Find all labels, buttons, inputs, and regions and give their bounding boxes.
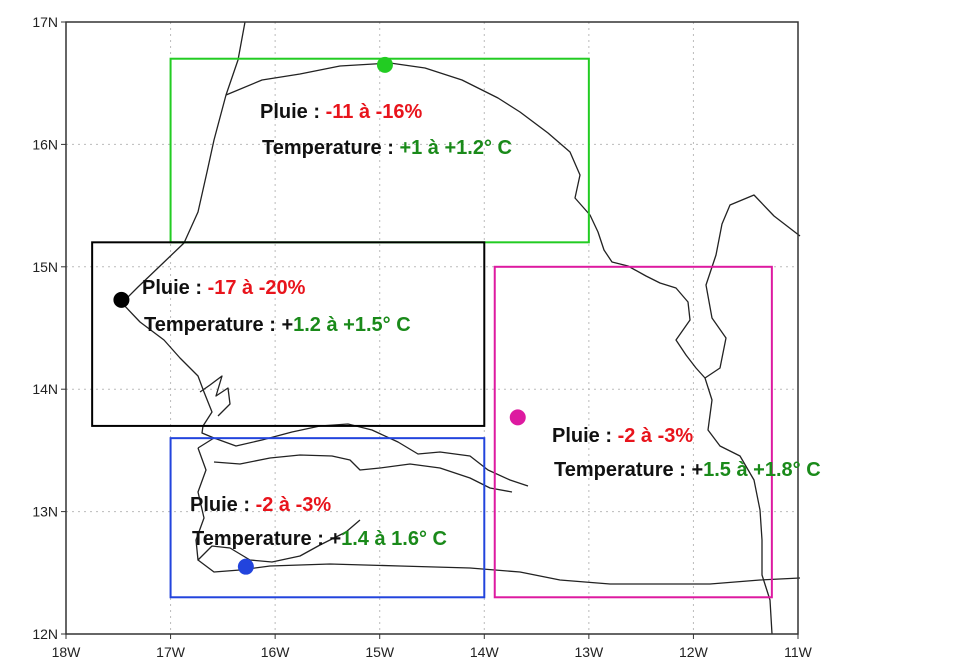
zones-layer: Pluie : -11 à -16% Temperature : +1 à +1.… bbox=[91, 56, 821, 599]
temperature-label: Temperature bbox=[262, 137, 382, 159]
temperature-line-north: Temperature : +1 à +1.2° C bbox=[262, 137, 512, 159]
temperature-line-east: Temperature : +1.5 à +1.8° C bbox=[554, 459, 821, 481]
rain-label: Pluie : bbox=[142, 277, 208, 299]
senegal-coastline-north bbox=[121, 21, 246, 449]
zone-west: Pluie : -17 à -20% Temperature : +1.2 à +… bbox=[91, 241, 486, 427]
x-tick-label: 16W bbox=[261, 644, 291, 660]
y-tick-label: 14N bbox=[32, 381, 58, 397]
casamance-coast bbox=[195, 447, 361, 563]
rain-label: Pluie : bbox=[260, 101, 326, 123]
axis-ticks: 18W 17W 16W 15W 14W 13W 12W 11W 12N 13N 14N 15N 16N 1… bbox=[32, 14, 812, 660]
rain-line-east: Pluie : -2 à -3% bbox=[552, 425, 693, 447]
y-tick-label: 16N bbox=[32, 136, 58, 152]
temperature-line-west: Temperature : +1.2 à +1.5° C bbox=[144, 314, 411, 336]
station-marker-south bbox=[237, 558, 254, 575]
station-marker-north bbox=[376, 56, 393, 73]
y-tick-label: 12N bbox=[32, 626, 58, 642]
rain-value: -11 à -16% bbox=[326, 101, 423, 123]
grid-lines bbox=[66, 22, 798, 634]
y-tick-label: 15N bbox=[32, 259, 58, 275]
temperature-label: Temperature bbox=[554, 459, 674, 481]
gambia-river bbox=[213, 454, 513, 493]
temperature-value: 1.2 à +1.5° C bbox=[293, 314, 411, 336]
southern-border bbox=[197, 559, 801, 585]
rain-label: Pluie : bbox=[190, 494, 256, 516]
rain-line-north: Pluie : -11 à -16% bbox=[260, 101, 423, 123]
rain-label: Pluie : bbox=[552, 425, 618, 447]
temperature-label: Temperature bbox=[192, 528, 312, 550]
gambia-north-bank bbox=[213, 423, 529, 487]
temperature-value: 1.4 à 1.6° C bbox=[341, 528, 447, 550]
rain-line-west: Pluie : -17 à -20% bbox=[142, 277, 306, 299]
rain-line-south: Pluie : -2 à -3% bbox=[190, 494, 331, 516]
x-tick-label: 15W bbox=[365, 644, 395, 660]
y-tick-label: 17N bbox=[32, 14, 58, 30]
map-frame bbox=[65, 21, 799, 635]
temperature-value: +1 à +1.2° C bbox=[394, 137, 512, 159]
temperature-separator: : + bbox=[674, 459, 703, 481]
rain-value: -2 à -3% bbox=[256, 494, 332, 516]
x-tick-label: 14W bbox=[470, 644, 500, 660]
sine-saloum-delta bbox=[199, 375, 231, 417]
temperature-value: 1.5 à +1.8° C bbox=[703, 459, 821, 481]
zone-south: Pluie : -2 à -3% Temperature : +1.4 à 1.6… bbox=[169, 437, 486, 599]
y-tick-label: 13N bbox=[32, 504, 58, 520]
x-tick-label: 11W bbox=[784, 644, 813, 660]
zone-box-south bbox=[169, 437, 486, 599]
x-tick-label: 18W bbox=[52, 644, 82, 660]
rain-value: -17 à -20% bbox=[208, 277, 306, 299]
x-tick-label: 12W bbox=[679, 644, 709, 660]
station-marker-west bbox=[113, 291, 130, 308]
x-tick-label: 17W bbox=[156, 644, 186, 660]
temperature-line-south: Temperature : +1.4 à 1.6° C bbox=[192, 528, 447, 550]
zone-box-west bbox=[91, 241, 486, 427]
station-marker-east bbox=[509, 409, 526, 426]
zone-east: Pluie : -2 à -3% Temperature : +1.5 à +1.… bbox=[493, 265, 821, 599]
zone-north: Pluie : -11 à -16% Temperature : +1 à +1.… bbox=[169, 56, 590, 244]
rain-value: -2 à -3% bbox=[618, 425, 694, 447]
senegal-river-border bbox=[225, 62, 801, 379]
temperature-separator: : + bbox=[312, 528, 341, 550]
temperature-separator: : + bbox=[264, 314, 293, 336]
zone-box-east bbox=[493, 265, 773, 599]
temperature-label: Temperature bbox=[144, 314, 264, 336]
x-tick-label: 13W bbox=[574, 644, 604, 660]
eastern-border bbox=[704, 377, 773, 635]
temperature-separator: : bbox=[382, 137, 394, 159]
